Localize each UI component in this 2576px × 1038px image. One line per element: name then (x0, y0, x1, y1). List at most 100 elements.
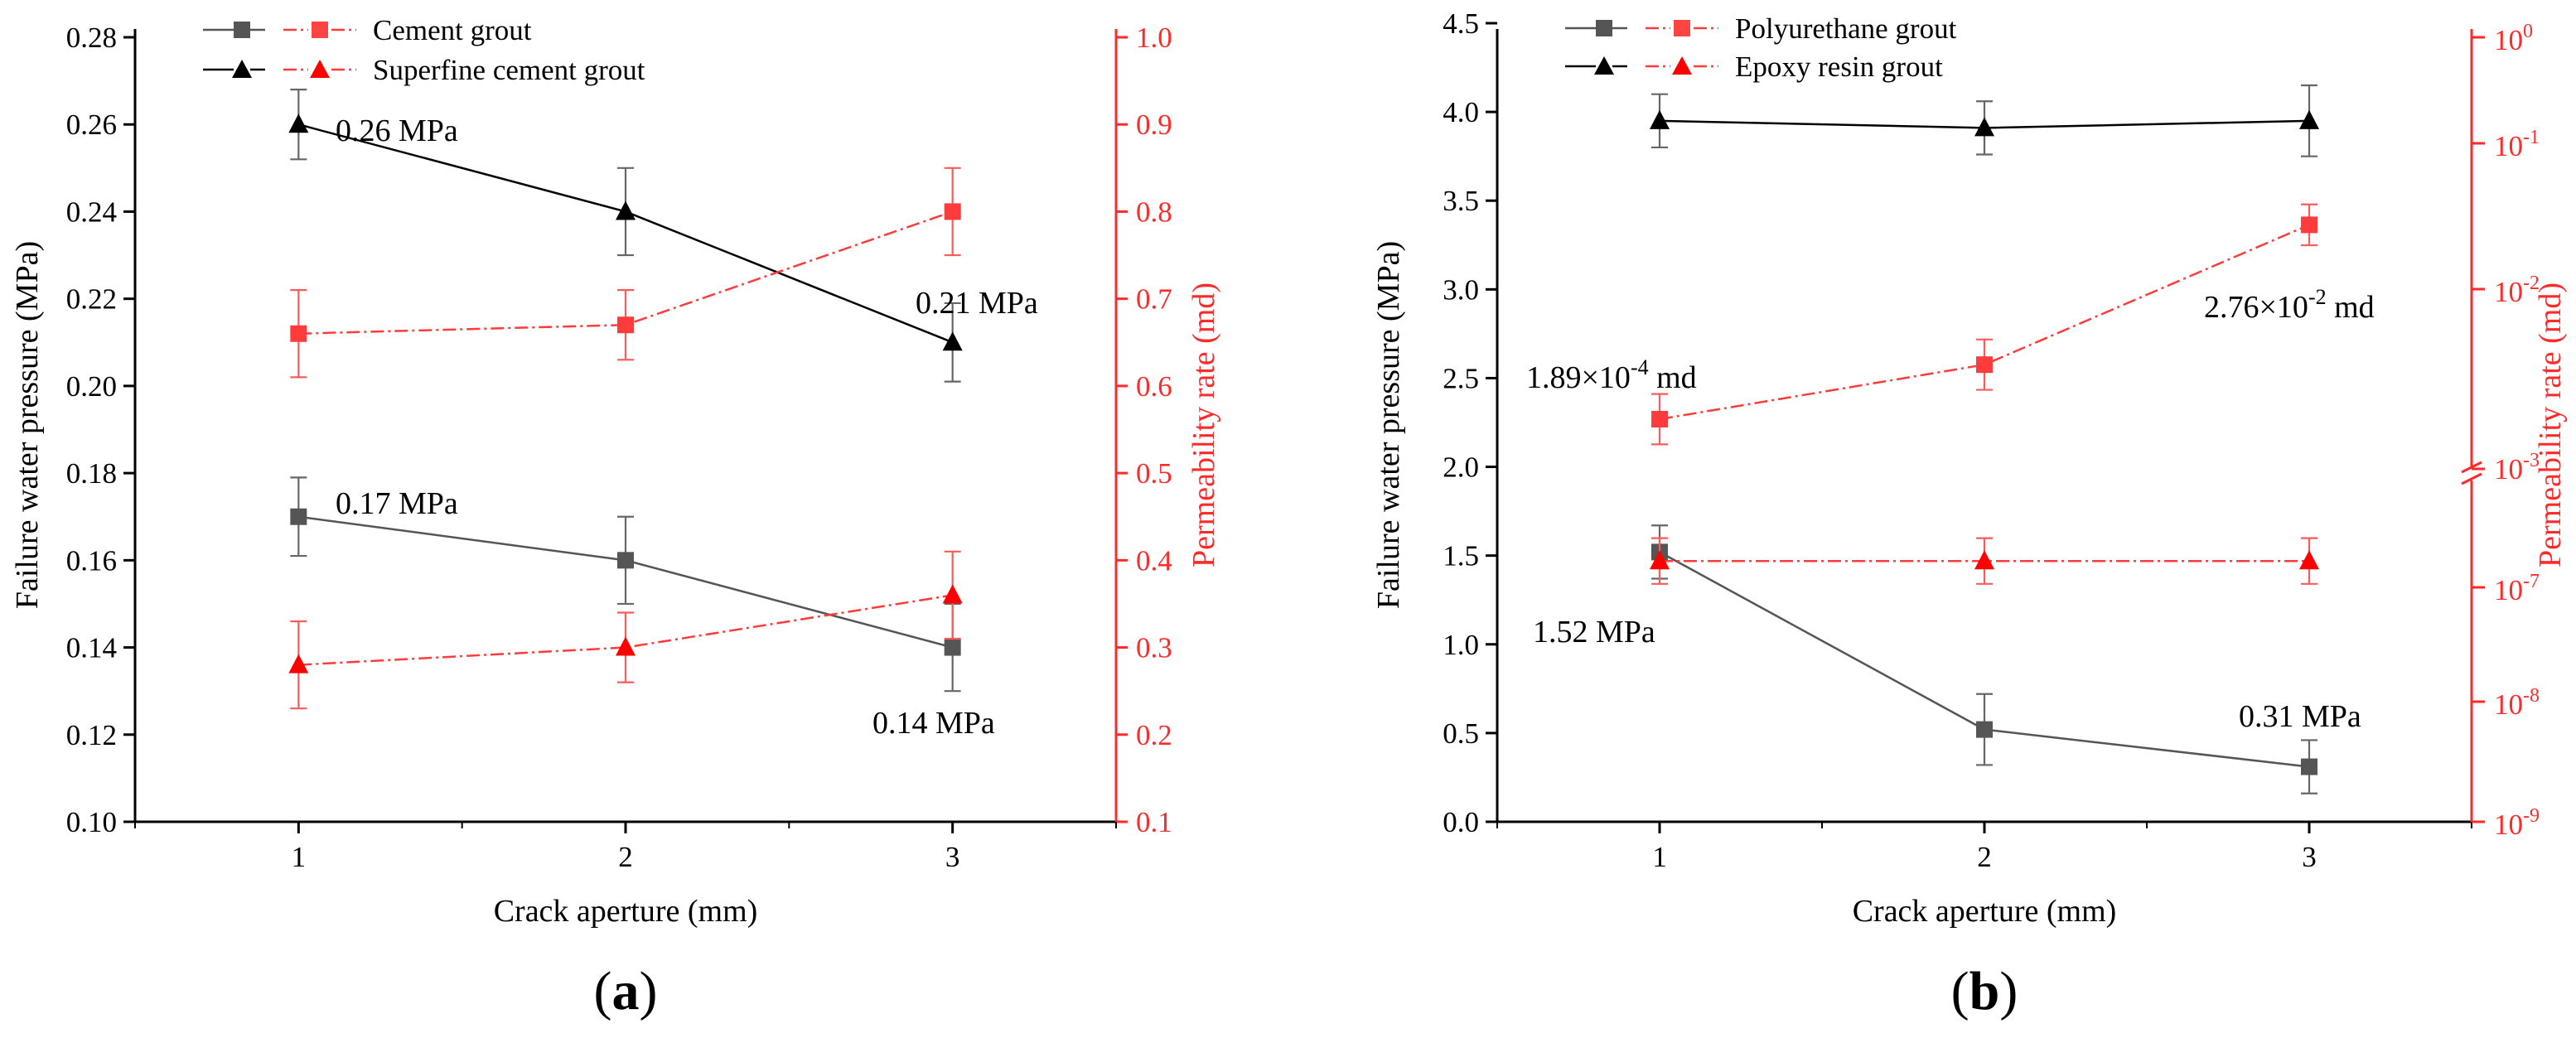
panel-a-axes (133, 29, 1118, 823)
panel-b-annotations: 1.89×10-4 md 2.76×10-2 md 1.52 MPa 0.31 … (1526, 285, 2375, 734)
series-2-square-marker (944, 203, 961, 220)
series-1-triangle-marker (616, 200, 636, 220)
left-tick-label: 0.16 (66, 544, 117, 577)
series-3-triangle-marker (942, 584, 963, 604)
series-3-triangle-marker (288, 654, 309, 673)
left-tick-label: 4.0 (1443, 96, 1479, 128)
legend-label-cement-grout: Cement grout (373, 14, 532, 46)
panel-b-label: (b) (1951, 961, 2018, 1021)
series-0 (1651, 524, 2317, 794)
right-tick-label: 0.6 (1136, 370, 1172, 403)
right-tick-1e0: 100 (2494, 21, 2533, 56)
right-tick-1e-7: 10-7 (2494, 571, 2540, 606)
series-3-triangle-marker (616, 636, 636, 656)
panel-a-legend: Cement grout Superfine cement grout (203, 14, 645, 86)
right-tick-label: 0.2 (1136, 719, 1172, 751)
panel-a-left-ticks: 0.10 0.12 0.14 0.16 0.18 0.20 0.22 0.24 0.26 0.28 (66, 22, 135, 838)
annotation-2-76e-2-md: 2.76×10-2 md (2204, 285, 2375, 325)
panel-a-x-axis-label: Crack aperture (mm) (494, 894, 758, 929)
panel-b-axis-break-icon (2461, 461, 2482, 485)
panel-a-right-axis-label: Permeability rate (md) (1187, 282, 1221, 567)
left-tick-label: 1.0 (1443, 629, 1479, 661)
left-tick-label: 4.5 (1443, 7, 1479, 40)
series-0-square-marker (1976, 721, 1993, 738)
series-1-triangle-marker (288, 113, 309, 133)
left-tick-label: 0.26 (66, 109, 117, 141)
series-3 (288, 550, 963, 710)
series-2 (290, 167, 961, 379)
legend-item-cement-grout: Cement grout (203, 14, 532, 46)
series-3-triangle-marker (1650, 550, 1670, 570)
panel-b-x-axis-label: Crack aperture (mm) (1853, 894, 2117, 929)
series-1-triangle-marker (2299, 109, 2319, 129)
panel-a-left-axis-label: Failure water pressure (MPa) (10, 241, 45, 609)
left-tick-label: 0.22 (66, 283, 117, 316)
legend-label-epoxy-resin-grout: Epoxy resin grout (1735, 51, 1943, 83)
right-tick-label: 0.3 (1136, 632, 1172, 664)
series-3-triangle-marker (1974, 550, 1994, 570)
legend-item-epoxy-resin-grout: Epoxy resin grout (1565, 51, 1943, 83)
series-2-square-marker (617, 316, 634, 334)
panel-a-label: (a) (594, 961, 658, 1021)
x-tick-label: 2 (618, 841, 633, 873)
left-tick-label: 2.0 (1443, 451, 1479, 484)
right-tick-label: 1.0 (1136, 22, 1172, 54)
annotation-0-26-mpa: 0.26 MPa (336, 113, 458, 148)
x-tick-label: 3 (2302, 841, 2317, 873)
left-tick-label: 0.18 (66, 457, 117, 490)
annotation-0-21-mpa: 0.21 MPa (916, 286, 1038, 321)
series-0-square-marker (617, 552, 634, 569)
right-tick-1e-2: 10-2 (2494, 273, 2540, 308)
series-2-line (298, 210, 954, 336)
panel-b-left-axis-label: Failure water pressure (MPa) (1371, 241, 1406, 609)
right-tick-1e-9: 10-9 (2494, 805, 2540, 841)
panel-a-series (288, 89, 963, 710)
right-tick-1e-1: 10-1 (2494, 127, 2540, 162)
right-tick-label: 0.7 (1136, 283, 1172, 316)
right-tick-1e-8: 10-8 (2494, 685, 2540, 721)
annotation-1-52-mpa: 1.52 MPa (1533, 615, 1655, 649)
right-tick-label: 0.4 (1136, 544, 1172, 577)
left-tick-label: 0.14 (66, 632, 117, 664)
right-tick-label: 0.5 (1136, 457, 1172, 490)
panel-b-legend: Polyurethane grout Epoxy resin grout (1565, 12, 1957, 83)
series-1 (1650, 84, 2319, 157)
right-tick-label: 0.9 (1136, 109, 1172, 141)
x-tick-label: 1 (292, 841, 307, 873)
series-1 (288, 89, 963, 383)
x-tick-label: 1 (1652, 841, 1667, 873)
left-tick-label: 0.20 (66, 370, 117, 403)
right-tick-label: 0.8 (1136, 196, 1172, 228)
panel-b-series (1650, 84, 2319, 794)
legend-item-superfine-cement-grout: Superfine cement grout (203, 54, 645, 86)
annotation-0-31-mpa: 0.31 MPa (2239, 699, 2361, 734)
left-tick-label: 0.5 (1443, 717, 1479, 750)
series-0-square-marker (2301, 758, 2317, 775)
series-2-square-marker (290, 325, 307, 342)
series-2-square-marker (1976, 356, 1993, 374)
legend-item-polyurethane-grout: Polyurethane grout (1565, 12, 1957, 45)
series-3-line (298, 594, 953, 666)
panel-b: 0.0 0.5 1.0 1.5 2.0 2.5 3.0 3.5 4.0 4.5 1 2 3 100 1… (1371, 7, 2568, 1021)
series-2-line (1659, 224, 2310, 421)
left-tick-label: 0.10 (66, 806, 117, 838)
series-0 (290, 476, 961, 693)
x-tick-label: 3 (945, 841, 960, 873)
panel-a-x-ticks: 1 2 3 (134, 822, 1117, 873)
panel-a-right-ticks: 0.1 0.2 0.3 0.4 0.5 0.6 0.7 0.8 0.9 1.0 (1116, 22, 1172, 838)
panel-a-annotations: 0.26 MPa 0.21 MPa 0.17 MPa 0.14 MPa (336, 113, 1038, 741)
series-2-square-marker (1651, 411, 1668, 428)
series-3-triangle-marker (2299, 550, 2319, 570)
panel-b-left-ticks: 0.0 0.5 1.0 1.5 2.0 2.5 3.0 3.5 4.0 4.5 (1443, 7, 1497, 838)
series-1-triangle-marker (1974, 117, 1994, 137)
legend-label-polyurethane-grout: Polyurethane grout (1735, 12, 1957, 45)
left-tick-label: 2.5 (1443, 362, 1479, 394)
panel-b-right-axis-label: Permeability rate (md) (2533, 282, 2568, 567)
legend-label-superfine-cement-grout: Superfine cement grout (373, 54, 645, 86)
series-2-square-marker (2301, 216, 2317, 234)
series-3 (1650, 537, 2319, 585)
left-tick-label: 1.5 (1443, 540, 1479, 572)
left-tick-label: 0.28 (66, 22, 117, 54)
series-0-square-marker (944, 639, 961, 656)
